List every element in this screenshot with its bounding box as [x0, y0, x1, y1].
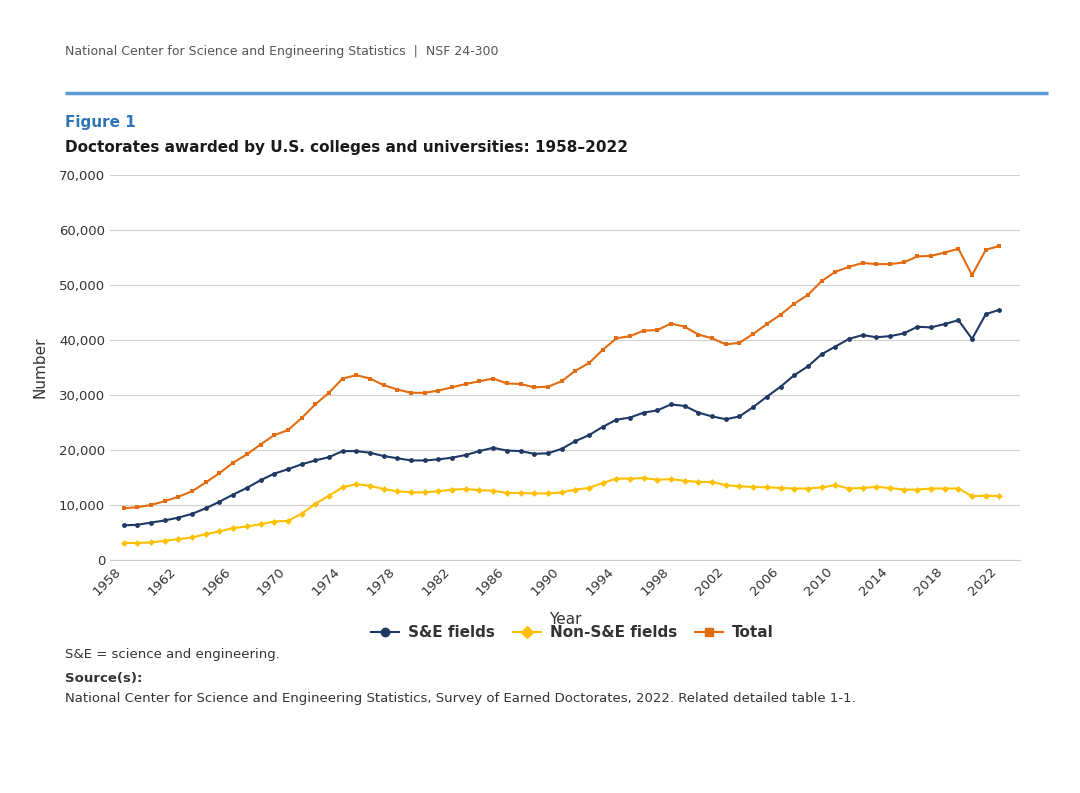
- Text: Doctorates awarded by U.S. colleges and universities: 1958–2022: Doctorates awarded by U.S. colleges and …: [65, 140, 627, 155]
- Text: S&E = science and engineering.: S&E = science and engineering.: [65, 648, 280, 661]
- Text: Figure 1: Figure 1: [65, 115, 136, 130]
- Text: National Center for Science and Engineering Statistics, Survey of Earned Doctora: National Center for Science and Engineer…: [65, 692, 855, 705]
- Text: National Center for Science and Engineering Statistics  |  NSF 24-300: National Center for Science and Engineer…: [65, 45, 498, 59]
- Y-axis label: Number: Number: [32, 337, 48, 398]
- Legend: S&E fields, Non-S&E fields, Total: S&E fields, Non-S&E fields, Total: [365, 619, 780, 646]
- X-axis label: Year: Year: [549, 612, 581, 627]
- Text: Source(s):: Source(s):: [65, 672, 143, 685]
